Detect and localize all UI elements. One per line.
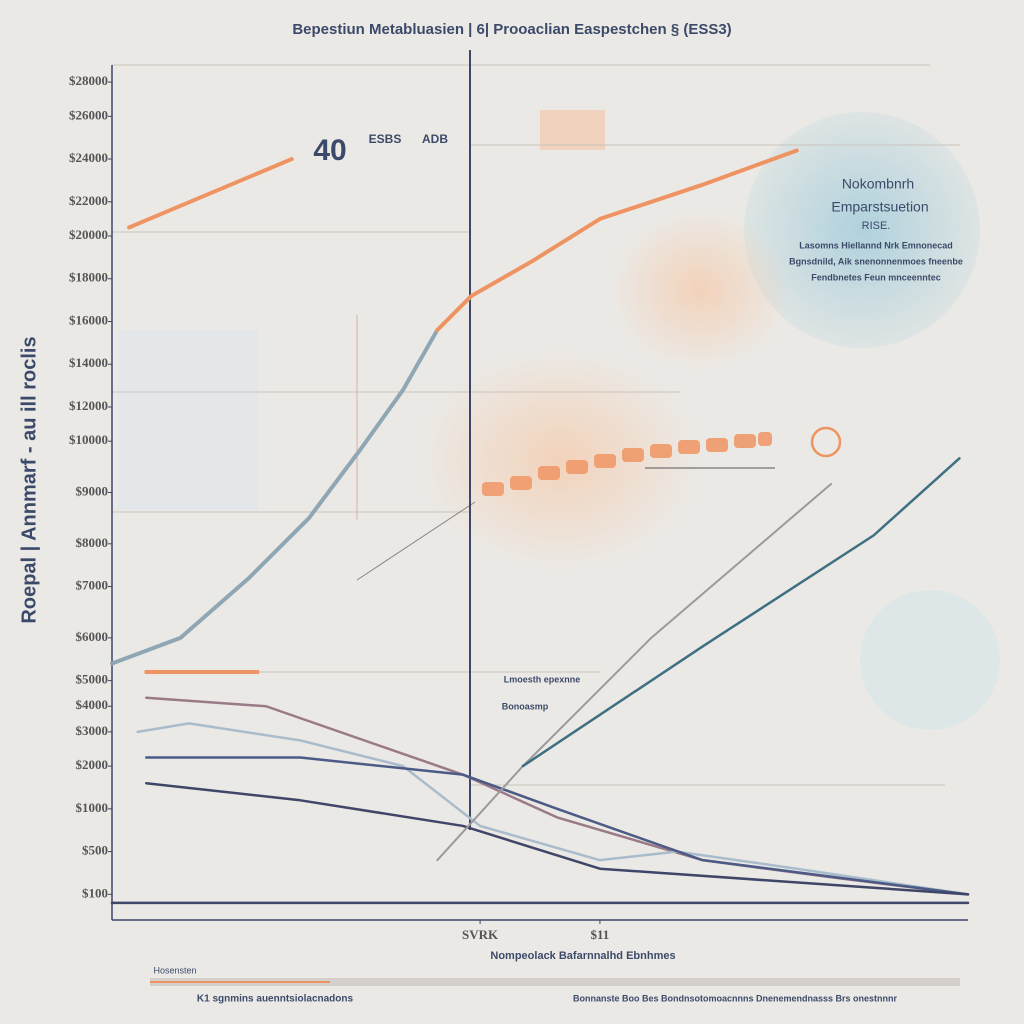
line-series: [436, 482, 833, 862]
y-tick-label: $2000: [76, 757, 109, 772]
y-tick-label: $1000: [76, 800, 109, 815]
chart-title: Bepestiun Metabluasien | 6| Prooaclian E…: [292, 21, 731, 38]
annotation: ESBS: [369, 132, 402, 146]
decor-blob: [744, 112, 980, 348]
annotation: Lmoesth epexnne: [504, 674, 581, 684]
annotation: Emparstsuetion: [831, 199, 928, 215]
y-tick-label: $100: [82, 885, 108, 900]
y-tick-label: $18000: [69, 270, 108, 285]
y-tick-label: $6000: [76, 629, 109, 644]
marker: [594, 454, 616, 468]
y-tick-label: $500: [82, 843, 108, 858]
decor-panel: [118, 330, 258, 510]
annotation: RISE.: [862, 220, 891, 232]
y-tick-label: $3000: [76, 723, 109, 738]
annotation: Lasomns Hiellannd Nrk Emnonecad: [799, 240, 953, 250]
annotation: K1 sgnmins auenntsiolacnadons: [197, 994, 354, 1005]
y-tick-label: $10000: [69, 432, 108, 447]
marker: [678, 440, 700, 454]
guides: [112, 64, 960, 786]
marker: [566, 460, 588, 474]
y-tick-label: $12000: [69, 398, 108, 413]
marker: [622, 448, 644, 462]
decor-blob: [420, 350, 700, 570]
marker: [482, 482, 504, 496]
y-tick-label: $16000: [69, 312, 108, 327]
y-tick-label: $26000: [69, 107, 108, 122]
annotation: Hosensten: [153, 965, 196, 975]
line-series: [110, 328, 440, 666]
y-tick-label: $4000: [76, 697, 109, 712]
y-tick-label: $14000: [69, 355, 108, 370]
y-tick-label: $7000: [76, 578, 109, 593]
x-tick-label: SVRK: [462, 927, 499, 942]
annotation: 40: [313, 134, 346, 167]
annotation: ADB: [422, 132, 448, 146]
guide-line: [356, 501, 476, 581]
y-tick-label: $28000: [69, 73, 108, 88]
marker: [706, 438, 728, 452]
y-axis-label: Roepal | Annmarf - au ill roclis: [18, 336, 40, 623]
decor-box: [540, 110, 605, 150]
annotation: Bgnsdnild, Aik snenonnenmoes fneenbe: [789, 256, 963, 266]
marker: [510, 476, 532, 490]
x-tick-label: $11: [591, 927, 610, 942]
line-series: [136, 722, 970, 896]
marker-row: [482, 432, 772, 496]
x-axis-label: Nompeolack Bafarnnalhd Ebnhmes: [490, 950, 675, 962]
y-tick-label: $9000: [76, 483, 109, 498]
line-series: [521, 457, 961, 768]
annotation: Bonoasmp: [502, 701, 549, 711]
decor-blob: [610, 210, 790, 370]
annotation: Fendbnetes Feun mnceenntec: [811, 272, 941, 282]
marker: [538, 466, 560, 480]
y-tick-label: $5000: [76, 672, 109, 687]
y-tick-label: $24000: [69, 150, 108, 165]
marker: [758, 432, 772, 446]
decor-circle: [810, 426, 842, 458]
line-series: [435, 148, 799, 333]
line-series: [127, 157, 294, 230]
y-tick-label: $8000: [76, 535, 109, 550]
y-tick-label: $22000: [69, 193, 108, 208]
decor-blob: [860, 590, 1000, 730]
y-tick-label: $20000: [69, 227, 108, 242]
annotation: Bonnanste Boo Bes Bondnsotomoacnnns Dnen…: [573, 993, 898, 1003]
marker: [650, 444, 672, 458]
line-series: [144, 781, 970, 896]
annotation: Nokombnrh: [842, 176, 914, 192]
marker: [734, 434, 756, 448]
line-series: [144, 756, 970, 896]
